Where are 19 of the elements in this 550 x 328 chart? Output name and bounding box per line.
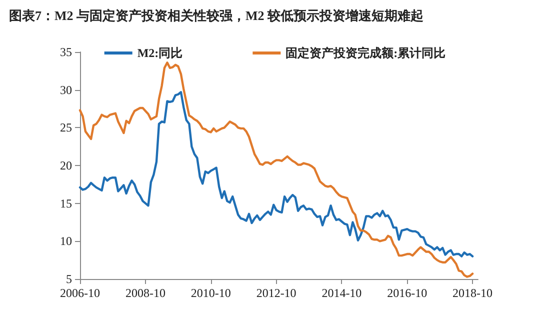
y-tick-label: 20 (60, 158, 72, 172)
legend-label: 固定资产投资完成额:累计同比 (286, 46, 446, 60)
x-tick-label: 2012-10 (256, 286, 296, 300)
x-tick-label: 2010-10 (190, 286, 231, 300)
line-series (78, 61, 474, 278)
line-series (78, 91, 474, 258)
x-tick-label: 2008-10 (125, 286, 166, 300)
x-tick-label: 2006-10 (60, 286, 100, 300)
y-tick-label: 10 (60, 234, 72, 248)
y-tick-label: 30 (60, 82, 72, 97)
chart-title: 图表7：M2 与固定资产投资相关性较强，M2 较低预示投资增速短期难起 (9, 8, 424, 23)
x-tick-label: 2018-10 (452, 286, 493, 300)
y-tick-label: 5 (66, 272, 72, 286)
x-tick-label: 2014-10 (322, 286, 362, 300)
y-tick-label: 25 (60, 120, 72, 135)
x-tick-label: 2016-10 (387, 286, 428, 300)
y-tick-label: 15 (60, 196, 72, 210)
legend-label: M2:同比 (137, 46, 183, 60)
y-tick-label: 35 (60, 45, 72, 59)
